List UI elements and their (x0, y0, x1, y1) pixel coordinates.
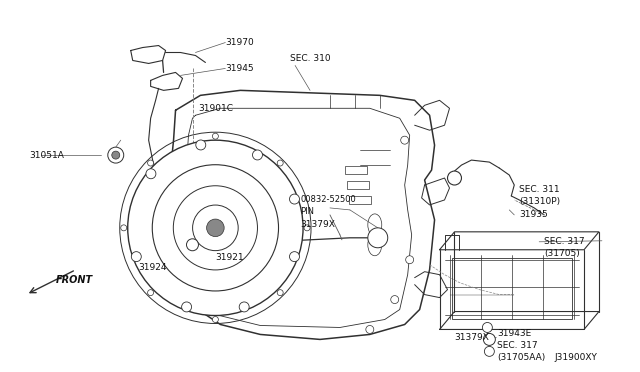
Circle shape (483, 323, 492, 333)
Circle shape (366, 326, 374, 333)
Text: 31945: 31945 (225, 64, 254, 73)
Text: (31705): (31705) (544, 249, 580, 258)
Text: SEC. 317: SEC. 317 (544, 237, 585, 246)
Circle shape (212, 317, 218, 323)
Circle shape (207, 219, 224, 237)
Bar (347, 181, 369, 189)
Text: 31901C: 31901C (198, 104, 234, 113)
Circle shape (277, 290, 283, 296)
Text: PIN: PIN (300, 208, 314, 217)
Circle shape (447, 171, 461, 185)
Text: 00832-52500: 00832-52500 (300, 195, 356, 205)
Circle shape (212, 133, 218, 139)
Circle shape (108, 147, 124, 163)
Circle shape (148, 160, 154, 166)
Text: J31900XY: J31900XY (554, 353, 597, 362)
Circle shape (484, 346, 494, 356)
Text: 31970: 31970 (225, 38, 254, 47)
Circle shape (289, 251, 300, 262)
Circle shape (304, 225, 310, 231)
Circle shape (401, 136, 409, 144)
Circle shape (277, 160, 283, 166)
Ellipse shape (368, 214, 382, 236)
Circle shape (253, 150, 262, 160)
Bar (349, 196, 371, 204)
Circle shape (483, 333, 495, 346)
Circle shape (182, 302, 191, 312)
Text: (31310P): (31310P) (519, 198, 561, 206)
Bar (345, 166, 367, 174)
Circle shape (372, 232, 384, 244)
Circle shape (406, 256, 413, 264)
Text: FRONT: FRONT (56, 275, 93, 285)
Circle shape (368, 228, 388, 248)
Circle shape (239, 302, 249, 312)
Text: 31921: 31921 (216, 253, 244, 262)
Circle shape (196, 140, 205, 150)
Circle shape (152, 165, 278, 291)
Circle shape (289, 194, 300, 204)
Circle shape (112, 151, 120, 159)
Text: SEC. 310: SEC. 310 (290, 54, 331, 63)
Text: 31935: 31935 (519, 211, 548, 219)
Text: 31943E: 31943E (497, 329, 532, 338)
Bar (451, 258, 572, 320)
Circle shape (121, 225, 127, 231)
Circle shape (131, 251, 141, 262)
Ellipse shape (368, 234, 382, 256)
Text: SEC. 311: SEC. 311 (519, 186, 560, 195)
Text: 31051A: 31051A (29, 151, 64, 160)
Text: (31705AA): (31705AA) (497, 353, 545, 362)
Circle shape (193, 205, 238, 251)
Circle shape (148, 290, 154, 296)
Circle shape (173, 186, 257, 270)
Circle shape (128, 140, 303, 315)
Circle shape (391, 296, 399, 304)
Text: 31379X: 31379X (300, 220, 335, 230)
Circle shape (186, 239, 198, 251)
Circle shape (146, 169, 156, 179)
Text: SEC. 317: SEC. 317 (497, 341, 538, 350)
Text: 31379X: 31379X (454, 333, 490, 342)
Text: 31924: 31924 (139, 263, 167, 272)
